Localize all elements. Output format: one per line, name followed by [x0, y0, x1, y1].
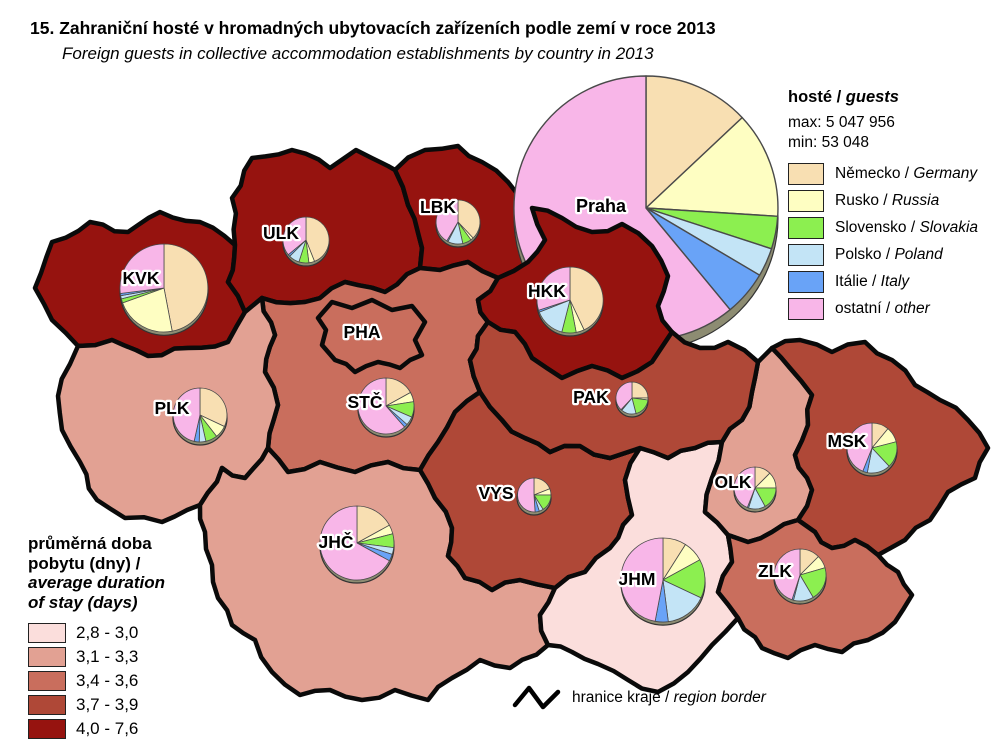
label-pha: PHA	[344, 322, 381, 342]
guests-legend-heading: hosté / guests	[788, 88, 1004, 107]
pie-praha-slice-0	[645, 75, 743, 209]
label-jhc: JHČ	[318, 531, 353, 552]
label-kvk: KVK	[123, 268, 160, 288]
guests-legend-rows: Německo / Germany Rusko / Russia Slovensko…	[788, 160, 1004, 322]
label-ulk: ULK	[263, 223, 299, 243]
label-msk: MSK	[828, 431, 867, 451]
legend-swatch-poland	[788, 243, 824, 266]
legend-label-other: ostatní / other	[835, 299, 930, 317]
pie-praha-slice-1	[645, 116, 779, 217]
label-praha: Praha	[576, 196, 627, 216]
duration-label-1: 2,8 - 3,0	[76, 623, 139, 642]
duration-legend: průměrná doba pobytu (dny) / average durat…	[28, 534, 165, 741]
guests-min-label: min: 53 048	[788, 134, 869, 151]
pie-ulk-slice-0	[305, 216, 330, 262]
duration-heading-line: of stay (days)	[28, 592, 138, 612]
pie-kvk-slice-1	[122, 287, 173, 333]
label-olk: OLK	[715, 472, 752, 492]
region-pak	[467, 319, 761, 461]
legend-row-germany: Německo / Germany	[788, 160, 1004, 187]
duration-row-2: 3,1 - 3,3	[28, 645, 165, 669]
guests-max-label: max: 5 047 956	[788, 114, 895, 131]
pie-ulk-slice-5	[282, 216, 307, 256]
region-pha	[315, 297, 428, 375]
duration-legend-heading: průměrná doba pobytu (dny) / average durat…	[28, 534, 165, 612]
legend-row-italy: Itálie / Italy	[788, 268, 1004, 295]
legend-swatch-slovakia	[788, 216, 824, 239]
duration-heading-line: average duration	[28, 573, 165, 592]
figure-title: 15. Zahraniční hosté v hromadných ubytov…	[30, 18, 716, 38]
legend-row-poland: Polsko / Poland	[788, 241, 1004, 268]
legend-row-slovakia: Slovensko / Slovakia	[788, 214, 1004, 241]
duration-label-3: 3,4 - 3,6	[76, 671, 139, 690]
guests-legend-heading-cs: hosté /	[788, 88, 842, 106]
label-pak: PAK	[573, 387, 609, 407]
legend-label-slovakia: Slovensko / Slovakia	[835, 218, 979, 236]
legend-label-poland: Polsko / Poland	[835, 245, 943, 263]
duration-swatch-4	[28, 695, 66, 715]
duration-swatch-2	[28, 647, 66, 667]
legend-swatch-germany	[788, 162, 824, 185]
duration-heading-line: pobytu (dny) /	[28, 553, 141, 573]
duration-row-3: 3,4 - 3,6	[28, 669, 165, 693]
legend-label-russia: Rusko / Russia	[835, 191, 940, 209]
pie-hkk-slice-5	[536, 266, 571, 311]
pie-vys-slice-5	[517, 477, 536, 513]
legend-swatch-other	[788, 297, 824, 320]
duration-row-4: 3,7 - 3,9	[28, 693, 165, 717]
label-lbk: LBK	[420, 197, 456, 217]
pie-olk-slice-5	[733, 466, 756, 508]
region-border-label-cs: hranice kraje /	[572, 689, 670, 706]
duration-legend-rows: 2,8 - 3,0 3,1 - 3,3 3,4 - 3,6 3,7 - 3,9 4,0 …	[28, 621, 165, 741]
duration-swatch-1	[28, 623, 66, 643]
pie-plk-slice-0	[199, 387, 228, 427]
label-zlk: ZLK	[758, 561, 792, 581]
legend-row-other: ostatní / other	[788, 295, 1004, 322]
label-vys: VYS	[478, 483, 513, 503]
label-plk: PLK	[155, 398, 190, 418]
label-jhm: JHM	[619, 569, 656, 589]
region-border-icon	[512, 685, 561, 710]
duration-row-1: 2,8 - 3,0	[28, 621, 165, 645]
pie-zlk-slice-2	[799, 567, 827, 598]
duration-swatch-3	[28, 671, 66, 691]
pie-hkk-slice-0	[569, 266, 604, 331]
label-hkk: HKK	[528, 281, 566, 301]
region-border-label-en: region border	[673, 689, 766, 706]
pie-lbk-slice-5	[435, 199, 459, 242]
legend-label-germany: Německo / Germany	[835, 164, 978, 182]
duration-heading-line: průměrná doba	[28, 534, 152, 553]
pie-lbk-slice-0	[457, 199, 481, 239]
duration-label-4: 3,7 - 3,9	[76, 695, 139, 714]
region-border-label: hranice kraje / region border	[572, 689, 766, 707]
figure-subtitle: Foreign guests in collective accommodati…	[62, 44, 654, 63]
duration-label-2: 3,1 - 3,3	[76, 647, 139, 666]
region-border-legend: hranice kraje / region border	[512, 684, 766, 712]
duration-swatch-5	[28, 719, 66, 739]
duration-label-5: 4,0 - 7,6	[76, 719, 139, 738]
pie-zlk-slice-5	[773, 548, 801, 601]
legend-swatch-italy	[788, 270, 824, 293]
guests-legend-heading-en: guests	[845, 88, 899, 106]
legend-label-italy: Itálie / Italy	[835, 272, 910, 290]
pie-plk-slice-5	[172, 387, 201, 442]
legend-row-russia: Rusko / Russia	[788, 187, 1004, 214]
pie-msk-slice-5	[846, 422, 873, 472]
duration-row-5: 4,0 - 7,6	[28, 717, 165, 741]
legend-swatch-russia	[788, 189, 824, 212]
pie-jhc-slice-5	[319, 505, 390, 581]
pie-stc-slice-5	[357, 377, 405, 435]
label-stc: STČ	[348, 391, 383, 412]
guests-legend: hosté / guests max: 5 047 956 min: 53 04…	[788, 88, 1004, 322]
pie-kvk-slice-5	[119, 243, 165, 294]
pie-pak-slice-5	[615, 381, 633, 411]
pie-kvk-slice-0	[163, 243, 209, 332]
pie-jhm-slice-5	[620, 537, 664, 622]
